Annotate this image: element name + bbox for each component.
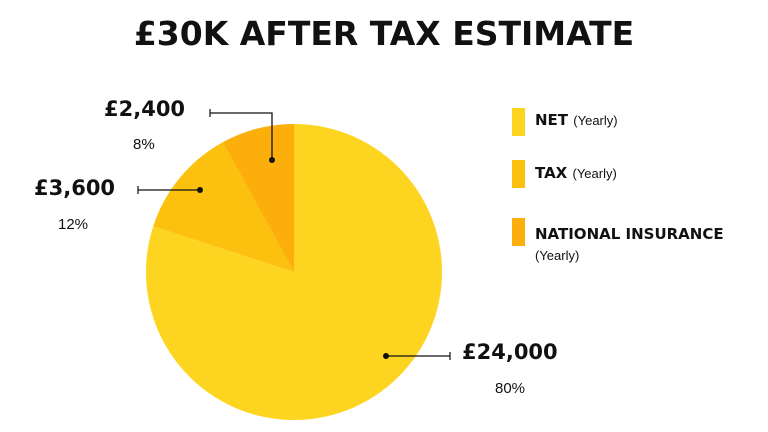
legend-item-net: NET (Yearly) xyxy=(535,111,618,129)
slice-percent-tax: 12% xyxy=(58,216,89,233)
slice-amount-national-insurance: £2,400 xyxy=(104,97,186,121)
legend-label-national-insurance: NATIONAL INSURANCE xyxy=(535,225,724,243)
leader-dot-tax xyxy=(197,187,203,193)
legend-period-national-insurance: (Yearly) xyxy=(535,248,580,263)
legend-label-tax: TAX xyxy=(535,164,568,182)
legend-period-tax: (Yearly) xyxy=(572,166,617,181)
pie-slice-national-insurance xyxy=(222,124,294,272)
chart-title: £30K AFTER TAX ESTIMATE xyxy=(133,14,635,53)
legend-swatch-national-insurance xyxy=(512,218,525,246)
legend-swatch-net xyxy=(512,108,525,136)
legend-label-net: NET xyxy=(535,111,569,129)
legend-swatch-tax xyxy=(512,160,525,188)
leader-dot-net xyxy=(383,353,389,359)
leader-line-national-insurance xyxy=(210,112,273,160)
slice-amount-net: £24,000 xyxy=(462,340,558,364)
pie-slice-tax xyxy=(153,142,294,272)
legend-item-tax: TAX (Yearly) xyxy=(535,164,617,182)
legend-period-net: (Yearly) xyxy=(573,113,618,128)
slice-percent-net: 80% xyxy=(495,380,526,397)
slice-amount-tax: £3,600 xyxy=(34,176,116,200)
leader-dot-national-insurance xyxy=(269,157,275,163)
slice-percent-national-insurance: 8% xyxy=(133,136,155,153)
legend-item-national-insurance: NATIONAL INSURANCE xyxy=(535,225,724,243)
